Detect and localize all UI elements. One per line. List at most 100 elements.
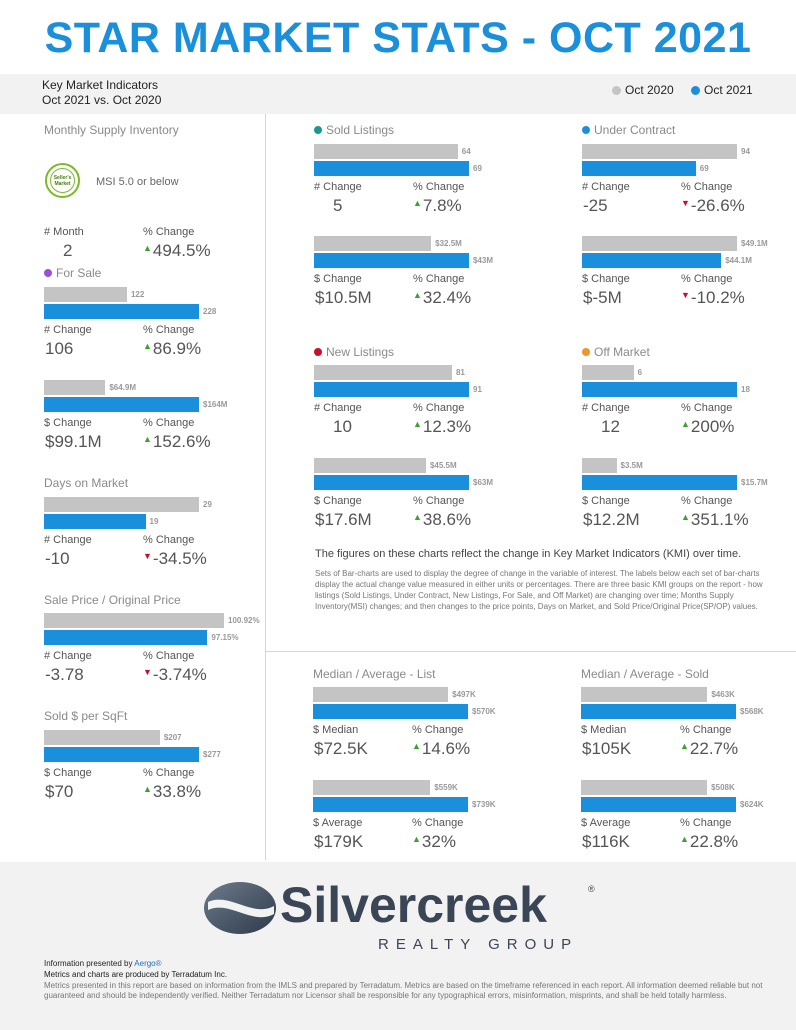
list-price-c1-right-value-text: 14.6%: [421, 739, 471, 758]
under-contract-c2-right-value: ▼-10.2%: [681, 288, 745, 308]
list-price-c2-right-label: % Change: [412, 817, 464, 829]
sold-c1-bar-prev: [314, 144, 458, 159]
off-market-c1-right-value: ▲200%: [681, 417, 734, 437]
list-price-c1-right-value: ▲14.6%: [412, 739, 470, 759]
sold-c2-label-curr: $43M: [473, 256, 494, 265]
msi-left-label: # Month: [44, 226, 84, 238]
arrow-up-icon: ▲: [681, 512, 690, 522]
sp-op-c1-bar-curr: [44, 630, 208, 645]
under-contract-c2-right-label: % Change: [681, 273, 733, 285]
off-market-c2-bar-curr: [582, 475, 737, 490]
logo-name: Silvercreek: [280, 878, 547, 933]
new-listings-c1-right-label: % Change: [413, 402, 465, 414]
sold-dot-icon: [314, 126, 322, 134]
sold-price-c1-left-value: $105K: [582, 739, 632, 758]
arrow-up-icon: ▲: [143, 784, 152, 794]
sold-title: Sold Listings: [314, 123, 394, 137]
sold-c1-label-curr: 69: [473, 164, 482, 173]
silvercreek-logo: Silvercreek ® REALTY GROUP: [204, 878, 595, 953]
new-listings-c1-right-value: ▲12.3%: [413, 417, 471, 437]
list-price-c2-right-value: ▲32%: [412, 832, 456, 852]
list-price-c1-bar-prev: [313, 687, 449, 702]
days-on-market-title-text: Days on Market: [44, 476, 129, 490]
arrow-up-icon: ▲: [413, 198, 422, 208]
list-price-c2-right-value-text: 32%: [421, 832, 456, 851]
sp-op-c1-label-prev: 100.92%: [228, 616, 260, 625]
arrow-up-icon: ▲: [413, 419, 422, 429]
new-listings-c1-label-curr: 91: [473, 385, 482, 394]
msi-right-value-text: 494.5%: [152, 241, 211, 260]
off-market-c1-bar-prev: [582, 365, 634, 380]
off-market-title: Off Market: [582, 345, 650, 359]
for-sale-title-text: For Sale: [56, 266, 102, 280]
arrow-up-icon: ▲: [143, 243, 152, 253]
new-listings-c2-left-label: $ Change: [314, 495, 362, 507]
under-contract-dot-icon: [582, 126, 590, 134]
sold-price-title-text: Median / Average - Sold: [581, 667, 709, 681]
for-sale-c2-bar-curr: [44, 397, 199, 412]
off-market-c2-right-value: ▲351.1%: [681, 510, 749, 530]
sqft-c1-right-value-text: 33.8%: [152, 782, 202, 801]
kmi-title: Key Market Indicators: [42, 78, 159, 92]
list-price-c2-bar-prev: [313, 780, 431, 795]
off-market-c1-bar-curr: [582, 382, 737, 397]
msi-badge-text: MSI 5.0 or below: [96, 176, 179, 188]
arrow-down-icon: ▼: [681, 198, 690, 208]
for-sale-c2-label-curr: $164M: [203, 400, 228, 409]
list-price-c1-left-value: $72.5K: [314, 739, 368, 758]
presented-by: Information presented by Aergo®: [44, 959, 162, 968]
days-on-market-c1-bar-prev: [44, 497, 199, 512]
under-contract-c1-bar-prev: [582, 144, 737, 159]
off-market-c1-right-label: % Change: [681, 402, 733, 414]
legend-curr-label: Oct 2021: [704, 83, 753, 97]
new-listings-c2-label-prev: $45.5M: [429, 461, 457, 470]
sold-c2-left-label: $ Change: [314, 273, 362, 285]
msi-title: Monthly Supply Inventory: [44, 123, 179, 137]
legend-curr: Oct 2021: [691, 83, 753, 97]
kmi-header-band: [0, 74, 796, 114]
sqft-c1-label-prev: $207: [163, 733, 182, 742]
sold-c1-right-label: % Change: [413, 181, 465, 193]
for-sale-c2-right-label: % Change: [143, 417, 195, 429]
badge-line1: Seller's: [53, 174, 72, 181]
under-contract-c2-bar-prev: [582, 236, 737, 251]
off-market-c2-label-curr: $15.7M: [741, 478, 768, 487]
off-market-c2-left-label: $ Change: [582, 495, 630, 507]
off-market-c1-left-label: # Change: [582, 402, 630, 414]
new-listings-c2-right-value: ▲38.6%: [413, 510, 471, 530]
new-listings-c2-right-value-text: 38.6%: [422, 510, 472, 529]
under-contract-c2-right-value-text: -10.2%: [690, 288, 745, 307]
sp-op-c1-left-label: # Change: [44, 650, 92, 662]
new-listings-c1-left-label: # Change: [314, 402, 362, 414]
for-sale-c1-right-value-text: 86.9%: [152, 339, 202, 358]
new-listings-c2-label-curr: $63M: [473, 478, 494, 487]
new-listings-c1-right-value-text: 12.3%: [422, 417, 472, 436]
off-market-c2-label-prev: $3.5M: [620, 461, 643, 470]
days-on-market-c1-left-label: # Change: [44, 534, 92, 546]
sp-op-title: Sale Price / Original Price: [44, 593, 181, 607]
arrow-up-icon: ▲: [143, 434, 152, 444]
sqft-c1-right-label: % Change: [143, 767, 195, 779]
sold-c2-right-label: % Change: [413, 273, 465, 285]
for-sale-c1-right-value: ▲86.9%: [143, 339, 201, 359]
sqft-c1-bar-prev: [44, 730, 160, 745]
days-on-market-c1-right-value: ▼-34.5%: [143, 549, 207, 569]
days-on-market-c1-left-value: -10: [45, 549, 70, 568]
under-contract-c1-label-curr: 69: [699, 164, 709, 173]
for-sale-c2-bar-prev: [44, 380, 106, 395]
footer: [0, 862, 796, 1030]
under-contract-c1-label-prev: 94: [741, 147, 750, 156]
sold-price-c1-right-value: ▲22.7%: [680, 739, 738, 759]
arrow-up-icon: ▲: [680, 834, 689, 844]
new-listings-c2-left-value: $17.6M: [315, 510, 372, 529]
sold-price-c1-label-prev: $463K: [711, 690, 735, 699]
new-listings-dot-icon: [314, 348, 322, 356]
sold-c1-left-value: 5: [333, 196, 343, 215]
produced-by: Metrics and charts are produced by Terra…: [44, 970, 228, 979]
aergo-link[interactable]: Aergo®: [134, 959, 162, 968]
new-listings-c2-bar-curr: [314, 475, 469, 490]
sold-price-c1-label-curr: $568K: [740, 707, 764, 716]
for-sale-title: For Sale: [44, 266, 101, 280]
explanation-title: The figures on these charts reflect the …: [315, 548, 742, 560]
list-price-c2-left-label: $ Average: [313, 817, 363, 829]
